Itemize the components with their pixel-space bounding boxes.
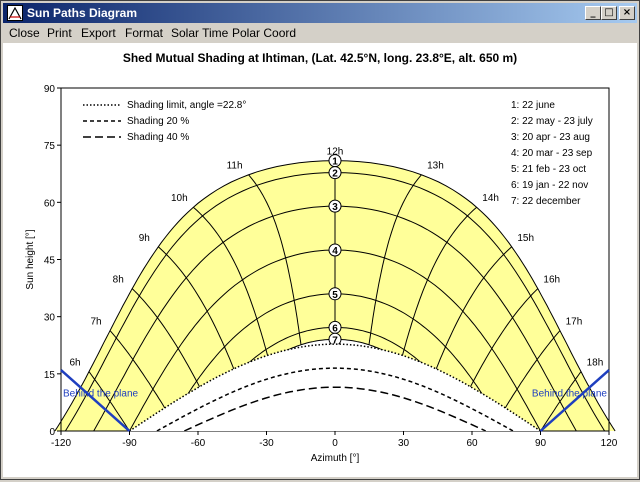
hour-label-12: 12h: [327, 147, 344, 158]
menu-polar-coord[interactable]: Polar Coord: [232, 26, 297, 40]
x-tick-label: 120: [601, 438, 618, 449]
day-marker-label-4: 4: [332, 246, 338, 257]
menu-export[interactable]: Export: [81, 26, 116, 40]
x-tick-label: -60: [191, 438, 206, 449]
hour-label-9: 9h: [139, 233, 150, 244]
day-legend-4: 4: 20 mar - 23 sep: [511, 148, 593, 159]
hour-line-15: [429, 246, 513, 386]
behind-plane-line-0: [60, 369, 131, 432]
hour-line-14: [400, 206, 478, 361]
sun-paths-app-icon: [7, 5, 23, 21]
day-legend-1: 1: 22 june: [511, 100, 555, 111]
minimize-button[interactable]: _: [585, 6, 601, 20]
menu-close[interactable]: Close: [9, 26, 40, 40]
day-legend-2: 2: 22 may - 23 july: [511, 116, 593, 127]
x-tick-label: -30: [259, 438, 274, 449]
day-marker-label-3: 3: [332, 202, 338, 213]
legend-entry-2: Shading 40 %: [127, 132, 189, 143]
day-legend-5: 5: 21 feb - 23 oct: [511, 164, 586, 175]
day-legend-3: 3: 20 apr - 23 aug: [511, 132, 590, 143]
hour-label-7: 7h: [90, 317, 101, 328]
day-marker-label-5: 5: [332, 290, 338, 301]
legend-entry-1: Shading 20 %: [127, 116, 189, 127]
day-marker-4: [328, 243, 342, 257]
sun-path-chart: Shed Mutual Shading at Ihtiman, (Lat. 42…: [25, 51, 618, 464]
day-marker-label-2: 2: [332, 169, 338, 180]
hour-label-6: 6h: [69, 358, 80, 369]
chart-title: Shed Mutual Shading at Ihtiman, (Lat. 42…: [123, 51, 517, 65]
y-tick-label: 0: [49, 427, 55, 438]
behind-plane-line-1: [539, 369, 610, 432]
legend-entry-0: Shading limit, angle =22.8°: [127, 100, 246, 111]
menu-format[interactable]: Format: [125, 26, 164, 40]
hour-label-11: 11h: [227, 161, 243, 172]
hour-label-10: 10h: [171, 193, 188, 204]
maximize-button[interactable]: □: [601, 6, 617, 20]
y-tick-label: 15: [44, 370, 56, 381]
x-tick-label: 60: [466, 438, 478, 449]
chart-area: Shed Mutual Shading at Ihtiman, (Lat. 42…: [3, 43, 637, 477]
hour-label-15: 15h: [517, 233, 534, 244]
hour-line-10: [192, 206, 270, 361]
y-tick-label: 75: [44, 141, 56, 152]
hour-label-17: 17h: [566, 317, 583, 328]
title-bar[interactable]: Sun Paths Diagram _ □ ×: [3, 3, 637, 23]
x-tick-label: 30: [398, 438, 410, 449]
day-marker-label-6: 6: [332, 323, 338, 334]
shading-curve-1: [156, 367, 514, 432]
x-tick-label: 0: [332, 438, 338, 449]
day-legend-6: 6: 19 jan - 22 nov: [511, 180, 588, 191]
day-marker-5: [328, 287, 342, 301]
behind-plane-label-left: Behind the plane: [63, 389, 139, 400]
x-tick-label: -90: [122, 438, 137, 449]
hour-line-13: [368, 174, 422, 345]
y-tick-label: 45: [44, 256, 56, 267]
x-tick-label: 90: [535, 438, 547, 449]
hour-label-16: 16h: [543, 275, 560, 286]
hour-line-6: [88, 371, 130, 432]
hour-label-8: 8h: [113, 275, 124, 286]
behind-plane-label-right: Behind the plane: [532, 389, 608, 400]
window-title: Sun Paths Diagram: [27, 6, 138, 20]
hour-label-13: 13h: [427, 161, 444, 172]
shading-curve-0: [129, 343, 541, 432]
hour-label-14: 14h: [482, 193, 499, 204]
menu-solar-time[interactable]: Solar Time: [171, 26, 229, 40]
day-marker-3: [328, 199, 342, 213]
hour-line-11: [248, 174, 302, 345]
shading-curve-2: [183, 386, 487, 432]
hour-line-18: [540, 371, 582, 432]
hour-label-18: 18h: [587, 358, 604, 369]
y-tick-label: 90: [44, 84, 56, 95]
day-marker-label-7: 7: [332, 335, 338, 346]
plot-group: -120 -90 -60 -30 0 30 60 90 1200153045607590Azim…: [25, 84, 618, 464]
menu-bar: Close Print Export Format Solar Time Pol…: [3, 24, 637, 43]
menu-print[interactable]: Print: [47, 26, 72, 40]
y-axis-label: Sun height [°]: [25, 229, 36, 289]
y-tick-label: 30: [44, 313, 56, 324]
close-button[interactable]: ×: [619, 6, 635, 20]
x-tick-label: -120: [51, 438, 71, 449]
hour-line-9: [157, 246, 241, 386]
x-axis-label: Azimuth [°]: [311, 453, 360, 464]
day-marker-label-1: 1: [332, 157, 338, 168]
day-marker-2: [328, 166, 342, 180]
y-tick-label: 60: [44, 198, 56, 209]
day-legend-7: 7: 22 december: [511, 196, 581, 207]
